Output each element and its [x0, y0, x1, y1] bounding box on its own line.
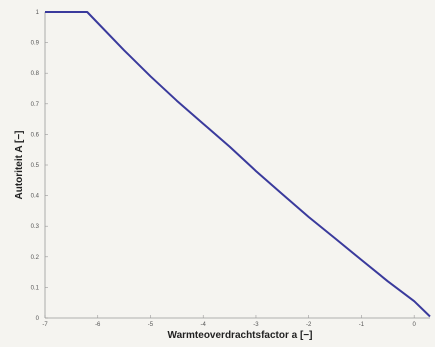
x-tick-label: -7 [42, 322, 48, 328]
y-tick-label: 0.9 [31, 41, 40, 47]
axes [44, 12, 430, 319]
x-ticks: -7 -6 -5 -4 -3 -2 -1 0 [42, 315, 417, 328]
y-tick-label: 0 [36, 316, 40, 322]
x-tick-label: -2 [306, 322, 312, 328]
x-tick-label: -3 [253, 322, 259, 328]
y-tick-label: 0.6 [31, 132, 40, 138]
y-tick-label: 0.3 [31, 224, 40, 230]
x-axis-label: Warmteoverdrachtsfactor a [−] [168, 330, 313, 341]
y-tick-label: 0.8 [31, 71, 40, 77]
series-line [45, 11, 431, 318]
y-tick-label: 0.4 [31, 194, 40, 200]
y-axis-label: Autoriteit A [−] [14, 131, 25, 200]
y-tick-label: 1 [36, 10, 40, 16]
x-tick-label: 0 [413, 322, 417, 328]
y-tick-label: 0.2 [31, 255, 40, 261]
x-tick-label: -4 [201, 322, 207, 328]
y-tick-label: 0.7 [31, 102, 40, 108]
x-tick-label: -6 [95, 322, 101, 328]
y-ticks: 0 0.1 0.2 0.3 0.4 0.5 0.6 0.7 0.8 0.9 1 [31, 10, 48, 322]
y-tick-label: 0.1 [31, 285, 40, 291]
series-group [45, 11, 431, 318]
y-tick-label: 0.5 [31, 163, 40, 169]
x-tick-label: -1 [359, 322, 365, 328]
x-tick-label: -5 [148, 322, 154, 328]
